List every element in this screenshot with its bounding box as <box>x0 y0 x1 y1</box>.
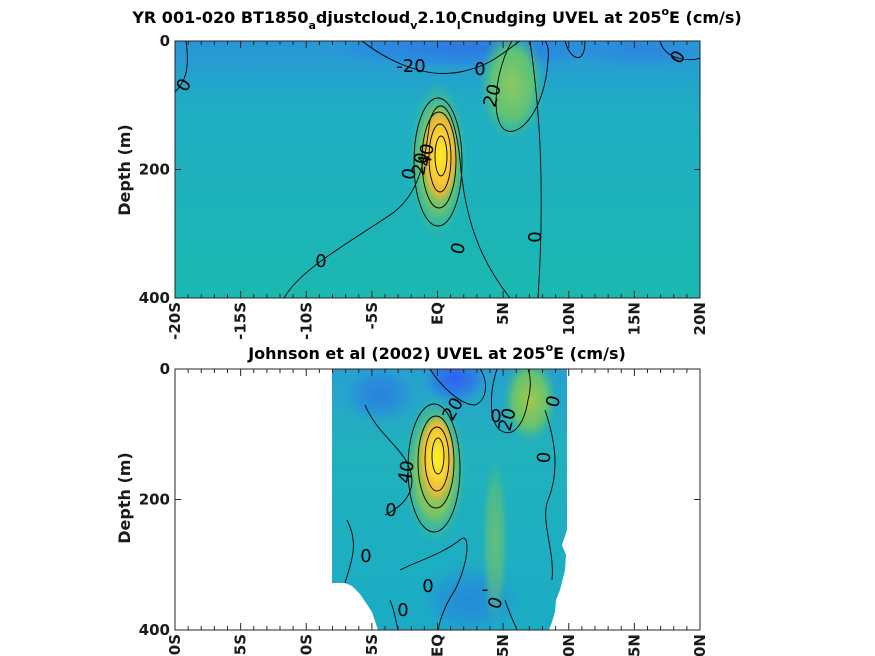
y-tick-label: 200 <box>139 161 170 179</box>
contour-label: 0 <box>385 500 396 521</box>
contour-label: 0 <box>315 251 326 272</box>
contour-label: 0 <box>397 600 408 621</box>
contour-label: 0 <box>447 240 470 256</box>
x-tick-label: 20N <box>691 302 709 335</box>
panel-2-contour-labels: 20 40 0 20 0 0 0 0 0 0 - 0 <box>360 393 565 621</box>
x-tick-label: 20N <box>691 634 709 656</box>
x-tick-label: 15N <box>625 302 643 335</box>
x-tick-label: -15S <box>232 302 250 340</box>
contour-label: 40 <box>414 142 439 168</box>
x-tick-label: 10N <box>560 634 578 656</box>
y-tick-label: 200 <box>139 491 170 509</box>
x-tick-label: -15S <box>232 634 250 656</box>
contour-label: 0 <box>490 406 501 427</box>
contour-label: 0 <box>398 167 421 182</box>
contour-label: 0 <box>360 546 371 567</box>
contour-label: 0 <box>534 451 556 464</box>
panel-1-heatmap <box>175 41 700 298</box>
panel-1-contours <box>175 41 700 298</box>
x-tick-label: -10S <box>297 634 315 656</box>
y-tick-label: 0 <box>160 360 170 378</box>
contour-label: 0 <box>474 59 485 80</box>
x-tick-label: 10N <box>560 302 578 335</box>
panel-1-y-axis-label: Depth (m) <box>115 124 134 216</box>
contour-label: - <box>482 579 489 600</box>
panel-1-title: YR 001-020 BT1850adjustcloudv2.10lCnudgi… <box>131 5 741 32</box>
x-tick-label: EQ <box>429 634 447 656</box>
contour-label: -20 <box>396 56 425 77</box>
y-tick-label: 400 <box>139 621 170 639</box>
y-tick-label: 0 <box>160 32 170 50</box>
contour-label: 20 <box>408 151 433 177</box>
x-tick-label: -10S <box>297 302 315 340</box>
panel-2-title: Johnson et al (2002) UVEL at 205oE (cm/s… <box>247 341 626 363</box>
panel-2: Johnson et al (2002) UVEL at 205oE (cm/s… <box>115 341 709 656</box>
contour-label: 0 <box>542 393 565 409</box>
x-tick-label: 5N <box>494 634 512 656</box>
y-tick-label: 400 <box>139 289 170 307</box>
panel-1: YR 001-020 BT1850adjustcloudv2.10lCnudgi… <box>115 5 742 340</box>
x-tick-label: EQ <box>429 302 447 325</box>
x-tick-label: -20S <box>166 634 184 656</box>
panel-2-contours <box>344 369 556 630</box>
panel-2-y-axis-label: Depth (m) <box>115 452 134 544</box>
x-tick-label: -20S <box>166 302 184 340</box>
x-tick-label: -5S <box>363 302 381 329</box>
contour-label: 40 <box>394 459 419 485</box>
x-tick-label: 5N <box>494 302 512 325</box>
x-tick-label: 15N <box>625 634 643 656</box>
contour-label: 0 <box>422 576 433 597</box>
x-tick-label: -5S <box>363 634 381 656</box>
contour-label: 0 <box>525 231 546 242</box>
panel-2-heatmap <box>332 369 567 630</box>
